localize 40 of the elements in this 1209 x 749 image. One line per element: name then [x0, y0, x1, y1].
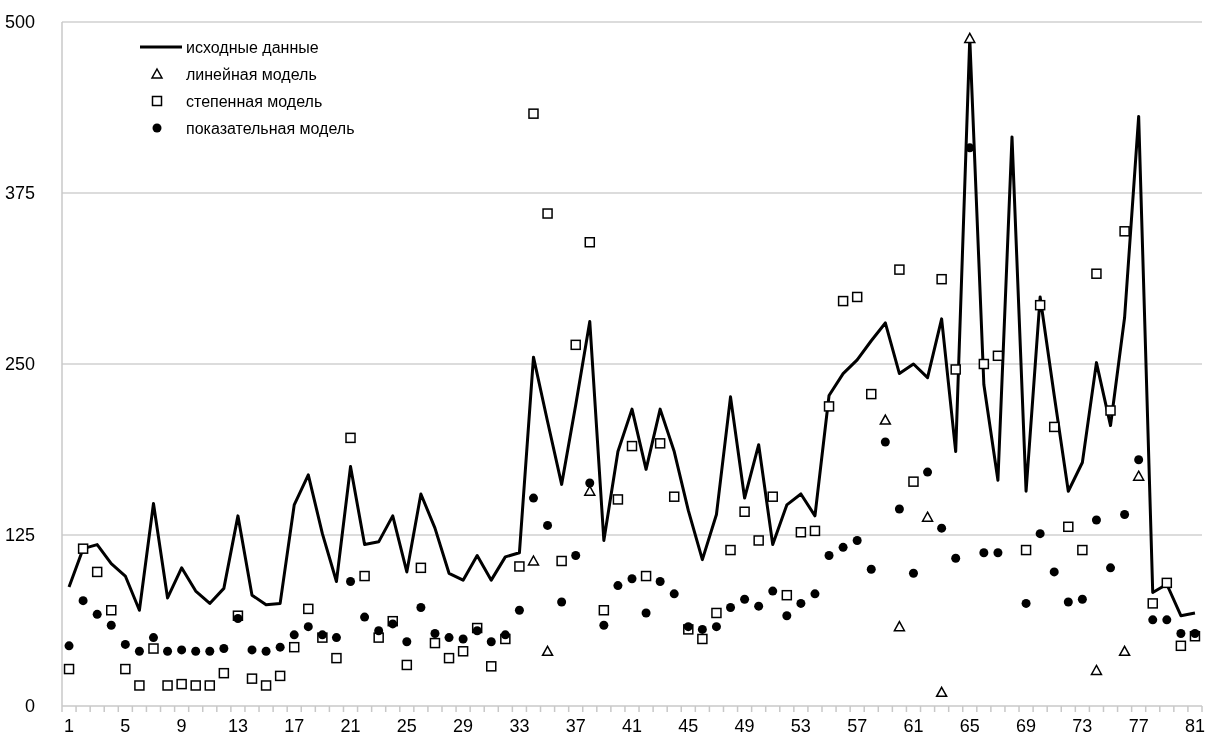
x-tick-label: 17 — [284, 716, 305, 736]
x-tick-label: 61 — [903, 716, 924, 736]
x-tick-label: 49 — [734, 716, 755, 736]
y-tick-label: 500 — [4, 12, 35, 33]
x-tick-label: 1 — [64, 716, 75, 736]
point — [964, 32, 976, 44]
legend-label: линейная модель — [186, 65, 317, 83]
x-tick-label: 33 — [509, 716, 530, 736]
legend-label: показательная модель — [186, 119, 355, 137]
x-tick-label: 29 — [453, 716, 474, 736]
x-tick-label: 21 — [340, 716, 361, 736]
point — [1132, 470, 1145, 481]
x-tick-label: 57 — [847, 716, 868, 736]
y-tick-label: 250 — [4, 354, 35, 375]
x-tick-label: 81 — [1184, 716, 1205, 736]
point — [893, 620, 906, 632]
x-tick-label: 53 — [790, 716, 811, 736]
y-tick-label: 0 — [24, 696, 35, 717]
x-tick-label: 13 — [227, 716, 248, 736]
x-tick-label: 41 — [621, 716, 643, 736]
point — [1090, 664, 1103, 676]
x-tick-label: 45 — [678, 716, 699, 736]
point — [1118, 645, 1131, 657]
x-tick-label: 69 — [1016, 716, 1037, 736]
x-tick-label: 37 — [565, 716, 586, 736]
legend-label: степенная модель — [186, 92, 323, 110]
x-tick-label: 9 — [176, 716, 187, 736]
x-tick-label: 5 — [120, 716, 131, 736]
y-tick-label: 125 — [4, 525, 35, 546]
x-tick-label: 73 — [1072, 716, 1093, 736]
point — [921, 511, 934, 522]
point — [935, 686, 948, 698]
x-tick-label: 25 — [396, 716, 417, 736]
point — [879, 414, 892, 425]
x-tick-label: 65 — [959, 716, 980, 736]
point — [527, 555, 540, 566]
point — [541, 645, 554, 657]
y-tick-label: 375 — [4, 183, 35, 204]
legend-label: исходные данные — [186, 38, 319, 56]
x-tick-label: 77 — [1128, 716, 1149, 736]
